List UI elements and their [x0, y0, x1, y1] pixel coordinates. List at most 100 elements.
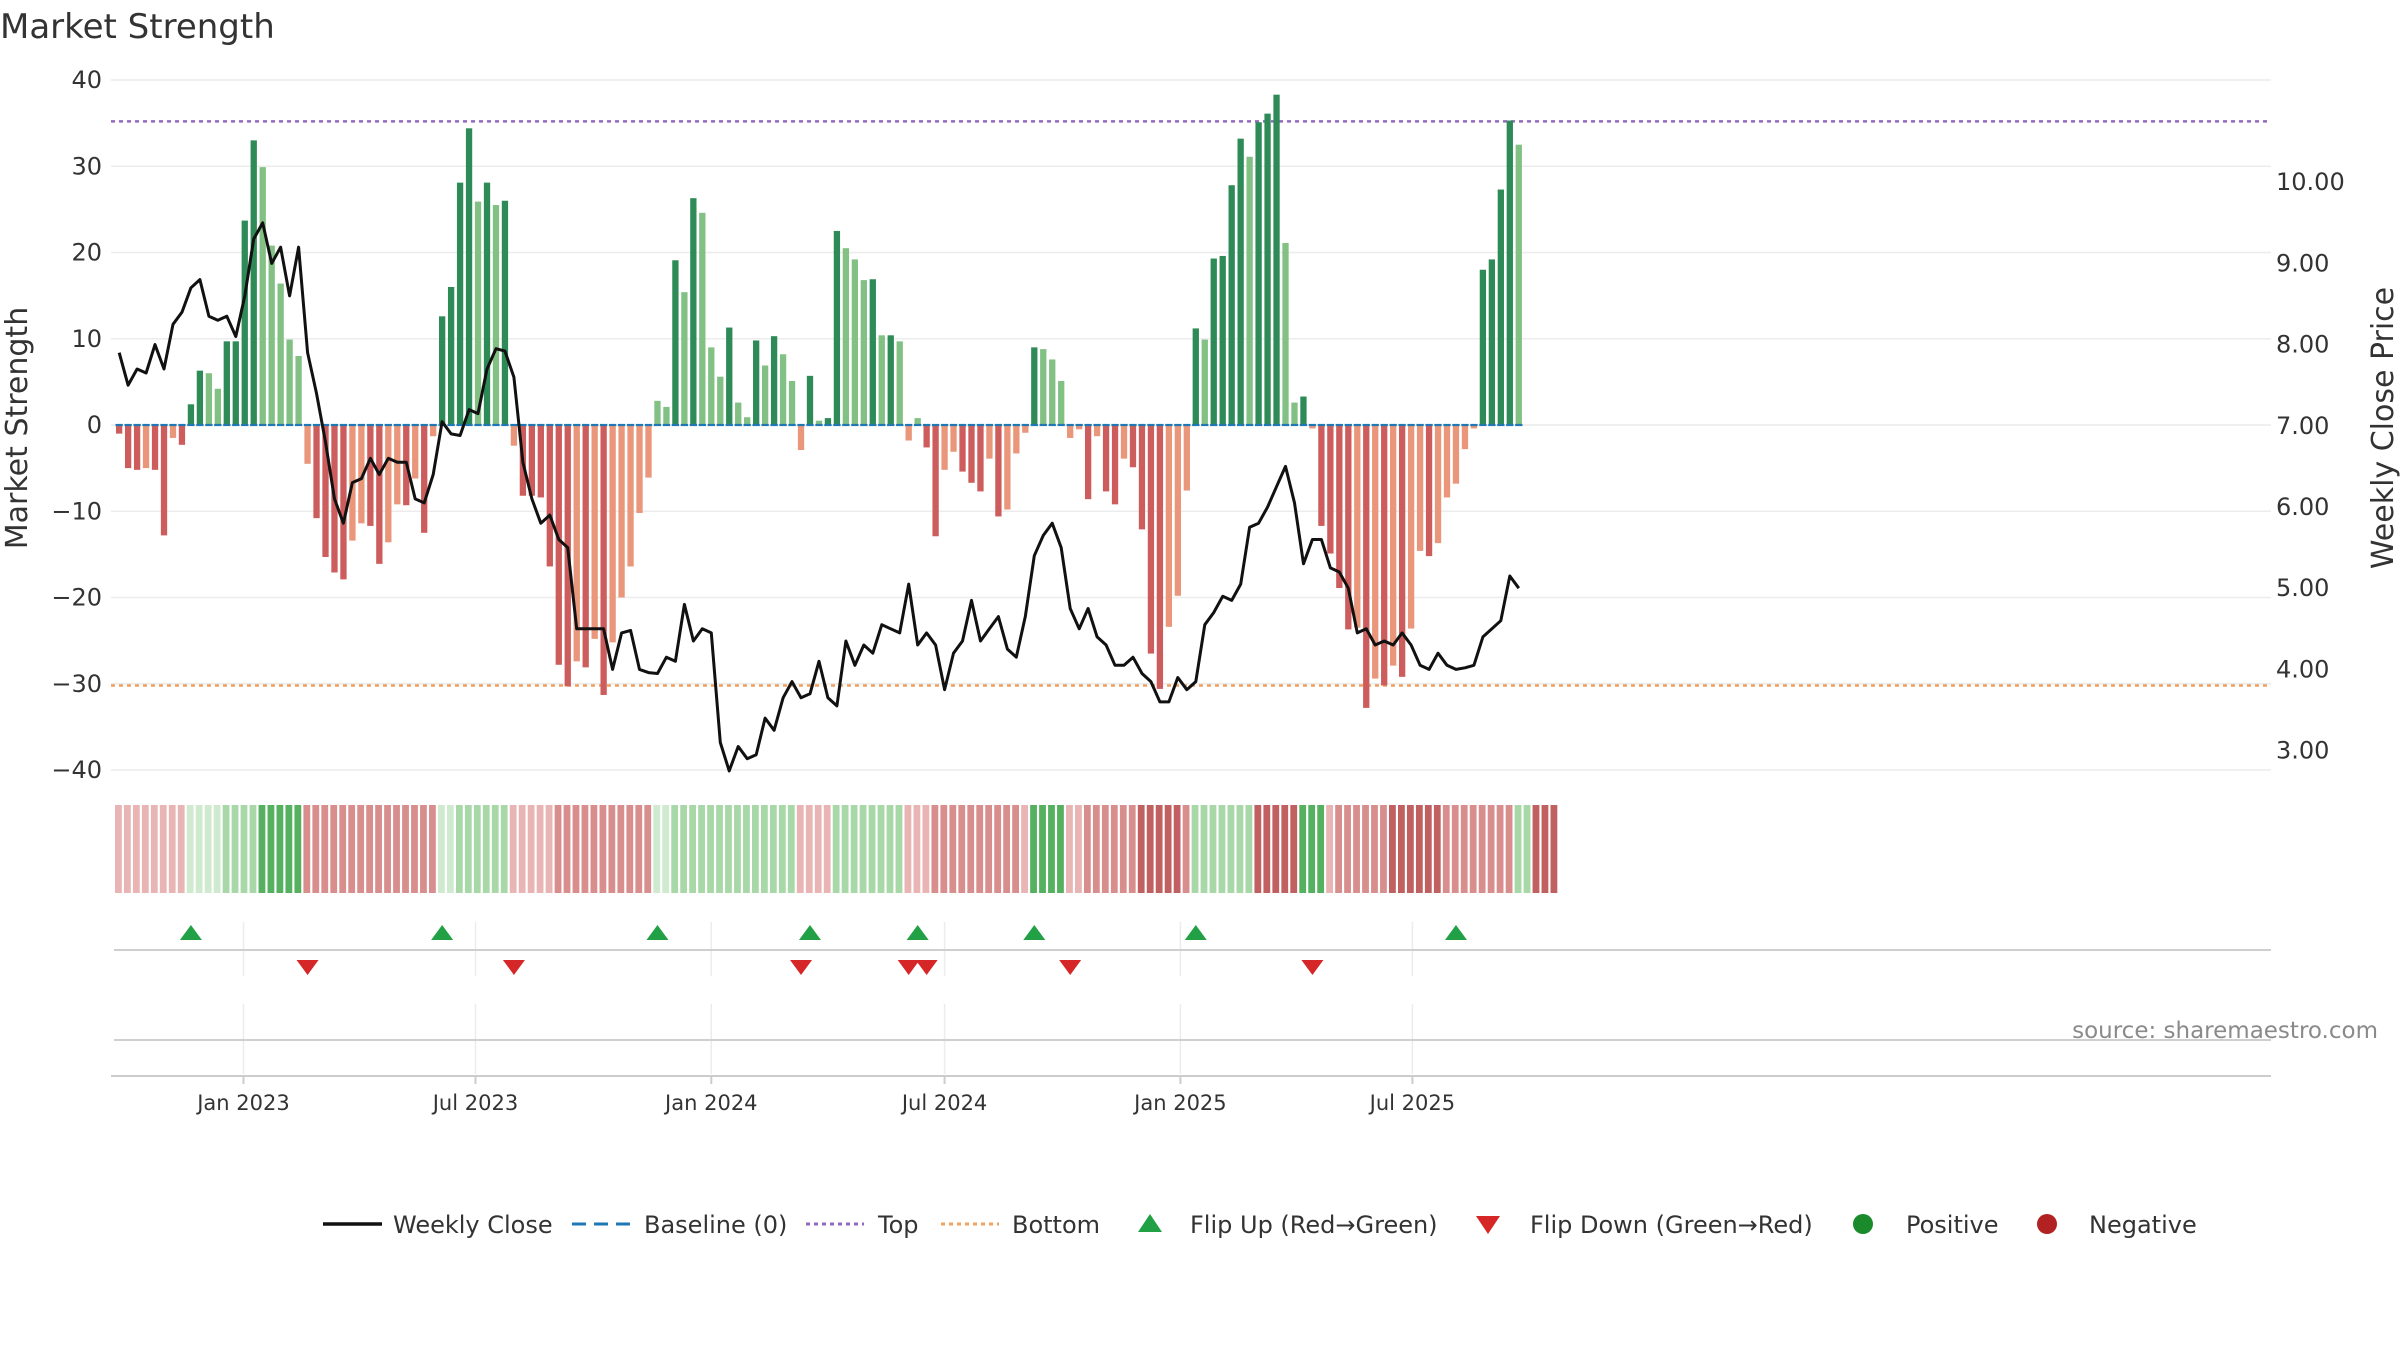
strength-bar-positive [1237, 138, 1244, 425]
regime-cell [375, 805, 382, 893]
y2-tick-label: 9.00 [2276, 249, 2329, 277]
strength-bar-positive [851, 259, 859, 425]
strength-bar-positive [708, 347, 715, 425]
regime-cell [303, 805, 311, 893]
strength-bar-positive [896, 341, 903, 425]
strength-bar-negative [510, 425, 518, 446]
y-tick-label: 40 [71, 66, 102, 94]
regime-cell [1451, 805, 1459, 893]
legend-swatch-circle [2037, 1214, 2057, 1234]
strength-bar-negative [932, 425, 939, 537]
strength-bar-negative [1390, 425, 1397, 666]
strength-bar-positive [438, 316, 446, 425]
strength-bar-negative [394, 425, 401, 505]
regime-cell [967, 805, 975, 893]
regime-cell [258, 805, 266, 893]
strength-bar-negative [797, 425, 805, 451]
regime-cell [1137, 805, 1145, 893]
strength-bar-positive [672, 260, 679, 425]
regime-cell [285, 805, 293, 893]
x-tick-label: Jan 2023 [195, 1091, 290, 1115]
legend-item-positive: Positive [1853, 1211, 1999, 1239]
regime-cell [1272, 805, 1280, 893]
y-tick-label: −10 [51, 497, 102, 525]
strength-bar-negative [1309, 425, 1316, 429]
strength-bar-negative [546, 425, 553, 567]
strength-bar-positive [1506, 120, 1513, 425]
regime-cell [796, 805, 804, 893]
regime-cell [177, 805, 185, 893]
regime-cell [635, 805, 643, 893]
strength-bar-negative [573, 425, 580, 662]
regime-cell [931, 805, 939, 893]
source-credit: source: sharemaestro.com [2072, 1018, 2378, 1044]
strength-bar-positive [681, 292, 688, 425]
y2-tick-label: 8.00 [2276, 331, 2329, 359]
regime-cell [626, 805, 634, 893]
regime-cell [1380, 805, 1387, 893]
regime-cell [1397, 805, 1405, 893]
strength-bar-negative [1174, 425, 1181, 596]
strength-bar-negative [367, 425, 374, 526]
regime-cell [832, 805, 840, 893]
y-tick-label: 30 [71, 152, 102, 180]
strength-bar-positive [1058, 381, 1065, 425]
strength-bar-negative [986, 425, 993, 459]
regime-cell [1245, 805, 1253, 893]
strength-bar-negative [1434, 425, 1442, 544]
strength-bar-negative [1111, 425, 1119, 505]
regime-cell [1110, 805, 1118, 893]
regime-cell [823, 805, 831, 893]
regime-cell [760, 805, 768, 893]
regime-cell [1227, 805, 1235, 893]
strength-bar-positive [770, 336, 778, 425]
regime-cell [527, 805, 535, 893]
regime-cell [473, 805, 481, 893]
strength-bar-positive [196, 370, 204, 425]
regime-cell [572, 805, 580, 893]
regime-cell [716, 805, 723, 893]
regime-cell [1406, 805, 1414, 893]
regime-cell [1442, 805, 1450, 893]
regime-cell [1200, 805, 1208, 893]
regime-cell [814, 805, 822, 893]
legend-item-flip-down: Flip Down (Green→Red) [1476, 1211, 1813, 1239]
strength-bar-positive [690, 198, 697, 425]
weekly-close-series [117, 221, 1521, 773]
flip-up-marker [646, 925, 669, 940]
x-tick-label: Jan 2024 [663, 1091, 758, 1115]
y-tick-label: −40 [51, 756, 102, 784]
regime-cell [231, 805, 239, 893]
regime-cell [662, 805, 670, 893]
regime-cell [545, 805, 553, 893]
strength-bar-negative [1147, 425, 1155, 654]
regime-cell [1182, 805, 1190, 893]
strength-bar-negative [151, 425, 159, 470]
regime-cell [1083, 805, 1091, 893]
strength-bar-positive [1192, 328, 1199, 425]
regime-cell [518, 805, 526, 893]
strength-bar-negative [1416, 425, 1424, 551]
regime-cell [1496, 805, 1504, 893]
strength-bar-positive [492, 205, 500, 425]
x-tick-label: Jan 2025 [1132, 1091, 1227, 1115]
strength-bar-positive [286, 339, 293, 425]
flip-down-marker [1301, 960, 1324, 975]
regime-cell [689, 805, 697, 893]
strength-bar-negative [1336, 425, 1343, 589]
regime-cell [1030, 805, 1037, 893]
strength-bar-negative [1425, 425, 1433, 557]
strength-bar-positive [1264, 113, 1271, 425]
regime-cell [420, 805, 427, 893]
y2-tick-label: 5.00 [2276, 574, 2329, 602]
strength-bar-negative [412, 425, 419, 479]
regime-cell [446, 805, 454, 893]
regime-cell [1505, 805, 1513, 893]
legend-label: Top [877, 1211, 919, 1239]
y2-tick-label: 4.00 [2276, 655, 2329, 683]
regime-cell [608, 805, 616, 893]
flip-up-marker [1444, 925, 1467, 940]
regime-cell [599, 805, 607, 893]
regime-cell [123, 805, 131, 893]
regime-cell [644, 805, 652, 893]
